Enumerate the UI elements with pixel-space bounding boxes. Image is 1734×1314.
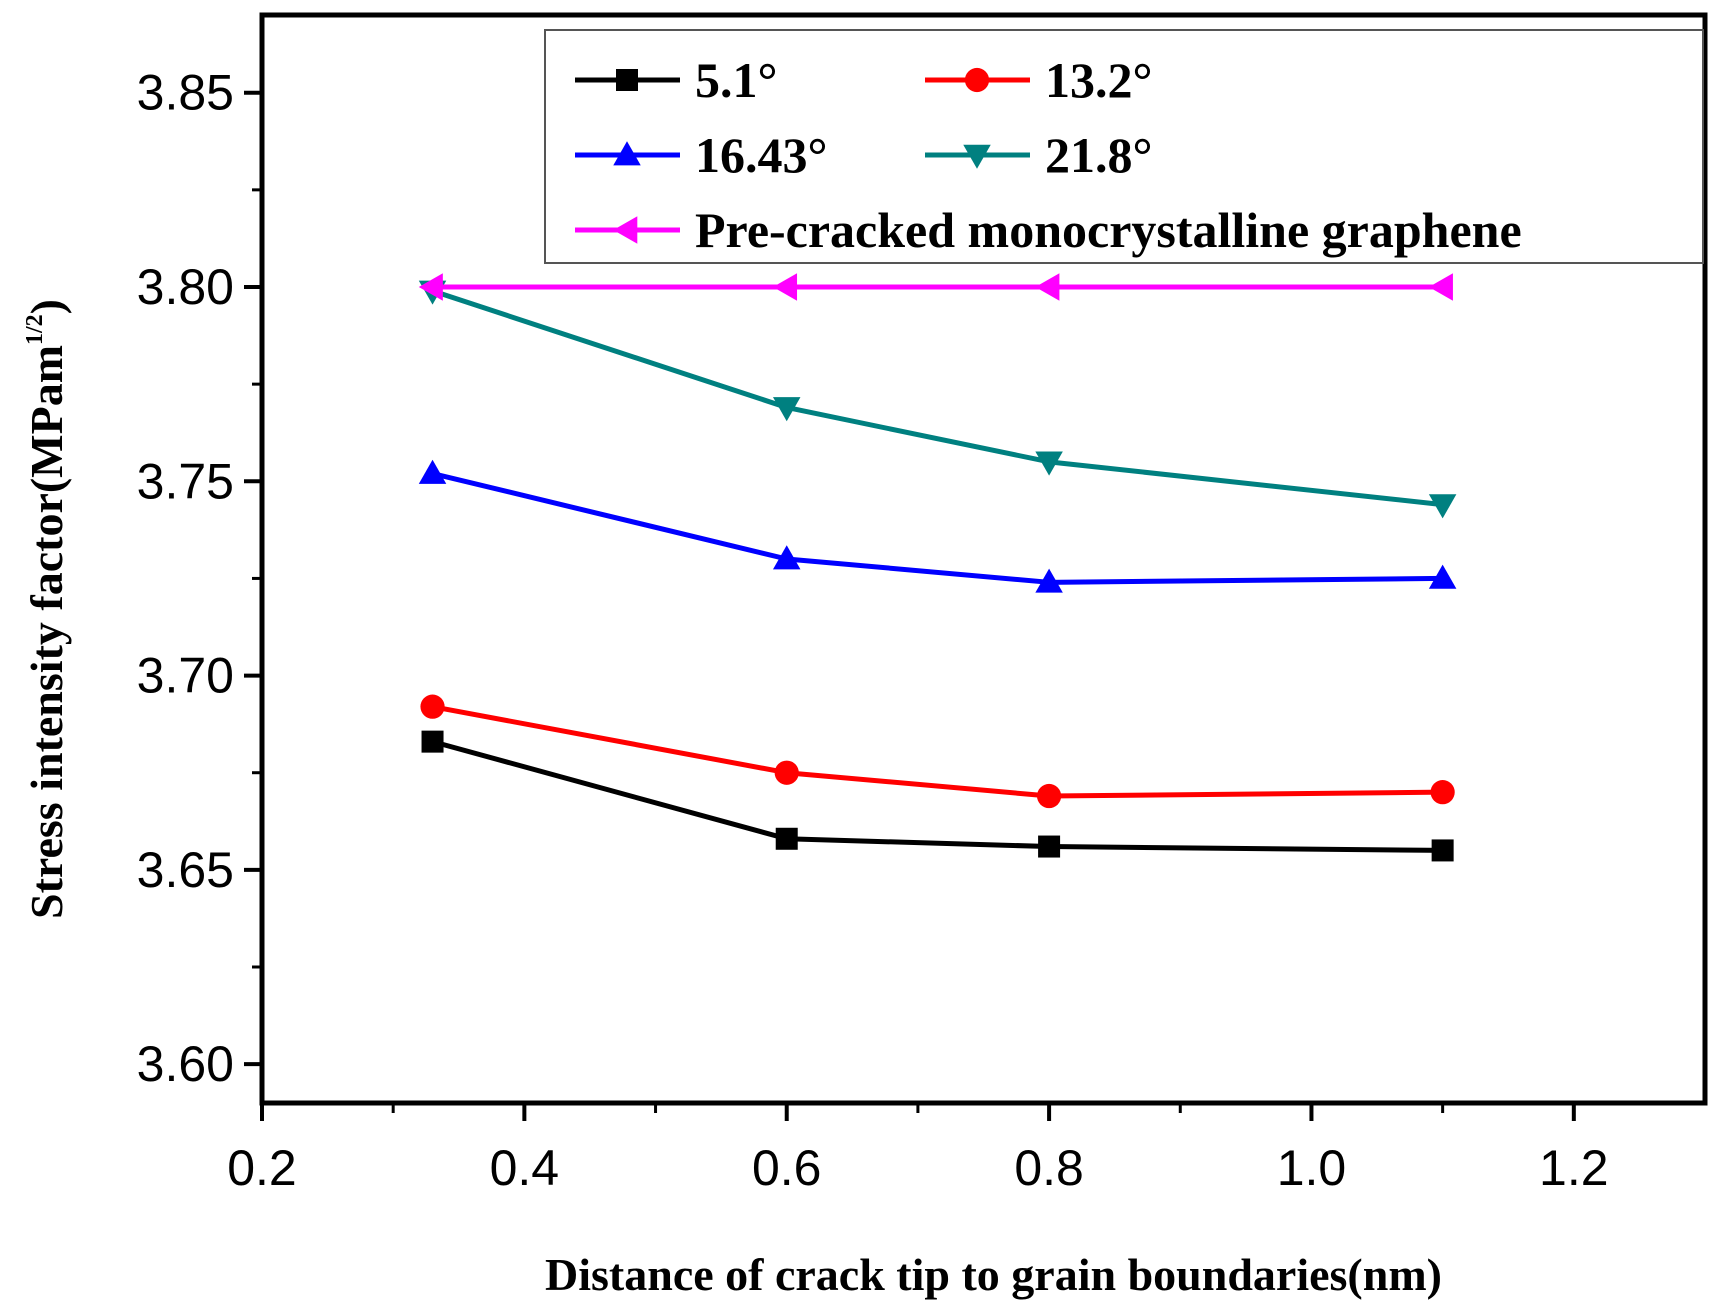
y-axis-title-main: Stress intensity factor(MPam [21,345,72,919]
legend-item-1: 13.2° [925,52,1153,108]
data-point [1428,494,1457,519]
legend-item-4: Pre-cracked monocrystalline graphene [575,202,1522,258]
legend-label: 21.8° [1045,127,1153,183]
y-axis-title-closing: ) [21,299,72,314]
data-point [1036,783,1062,809]
legend-label: 13.2° [1045,52,1153,108]
data-point [421,730,444,753]
series-line [431,288,1443,508]
series-0 [421,730,1454,862]
legend-label: 5.1° [695,52,778,108]
legend-marker [963,144,991,169]
series-line [431,471,1443,585]
x-axis-title: Distance of crack tip to grain boundarie… [545,1249,1442,1300]
series-3 [418,280,1457,519]
legend-item-2: 16.43° [575,127,828,183]
legend-item-0: 5.1° [575,52,778,108]
data-point [1431,839,1454,862]
x-tick-label: 1.0 [1277,1140,1347,1196]
legend-marker [616,69,638,91]
data-point [420,694,445,719]
x-tick-label: 0.4 [490,1140,560,1196]
series-line [431,739,1443,853]
legend-label: Pre-cracked monocrystalline graphene [695,202,1522,258]
legend-marker [613,141,641,166]
y-tick-label: 3.65 [137,842,234,898]
legend-box [544,29,1704,264]
x-tick-label: 0.8 [1014,1140,1084,1196]
series-1 [420,694,1455,809]
y-tick-label: 3.75 [137,453,234,509]
data-point [1428,564,1457,589]
x-tick-label: 0.6 [752,1140,822,1196]
data-point [775,827,798,850]
series-2 [418,459,1457,593]
data-point [1430,780,1455,805]
y-tick-label: 3.60 [137,1036,234,1092]
series-layer [418,273,1457,862]
data-point [1035,568,1063,593]
y-tick-label: 3.70 [137,648,234,704]
plot-frame [259,12,1708,1106]
data-point [772,397,801,422]
x-tick-label: 1.2 [1539,1140,1609,1196]
ticks-layer: 0.2 0.4 0.6 0.8 1.0 1.2 3.60 3.65 3.70 3.75 3.80 3.… [137,65,1609,1196]
data-point [772,273,798,301]
data-point [1035,451,1063,476]
legend-label: 16.43° [695,127,828,183]
data-point [774,760,799,785]
data-point [418,459,447,484]
legend: 5.1° 13.2° 16.43° 21.8° Pre-cracked monocrys… [544,29,1704,264]
data-point [1428,273,1453,301]
data-point [772,545,801,570]
data-point [1038,835,1061,858]
series-4 [418,273,1453,301]
x-tick-label: 0.2 [227,1140,297,1196]
legend-marker [613,216,638,244]
y-axis-title: Stress intensity factor(MPam1/2) [21,299,72,919]
legend-marker [964,67,990,93]
data-point [418,273,443,301]
y-axis-title-superscript: 1/2 [22,314,48,345]
series-line [432,704,1443,799]
y-tick-label: 3.85 [137,65,234,121]
data-point [1035,273,1060,301]
legend-item-3: 21.8° [925,127,1153,183]
y-tick-label: 3.80 [137,259,234,315]
